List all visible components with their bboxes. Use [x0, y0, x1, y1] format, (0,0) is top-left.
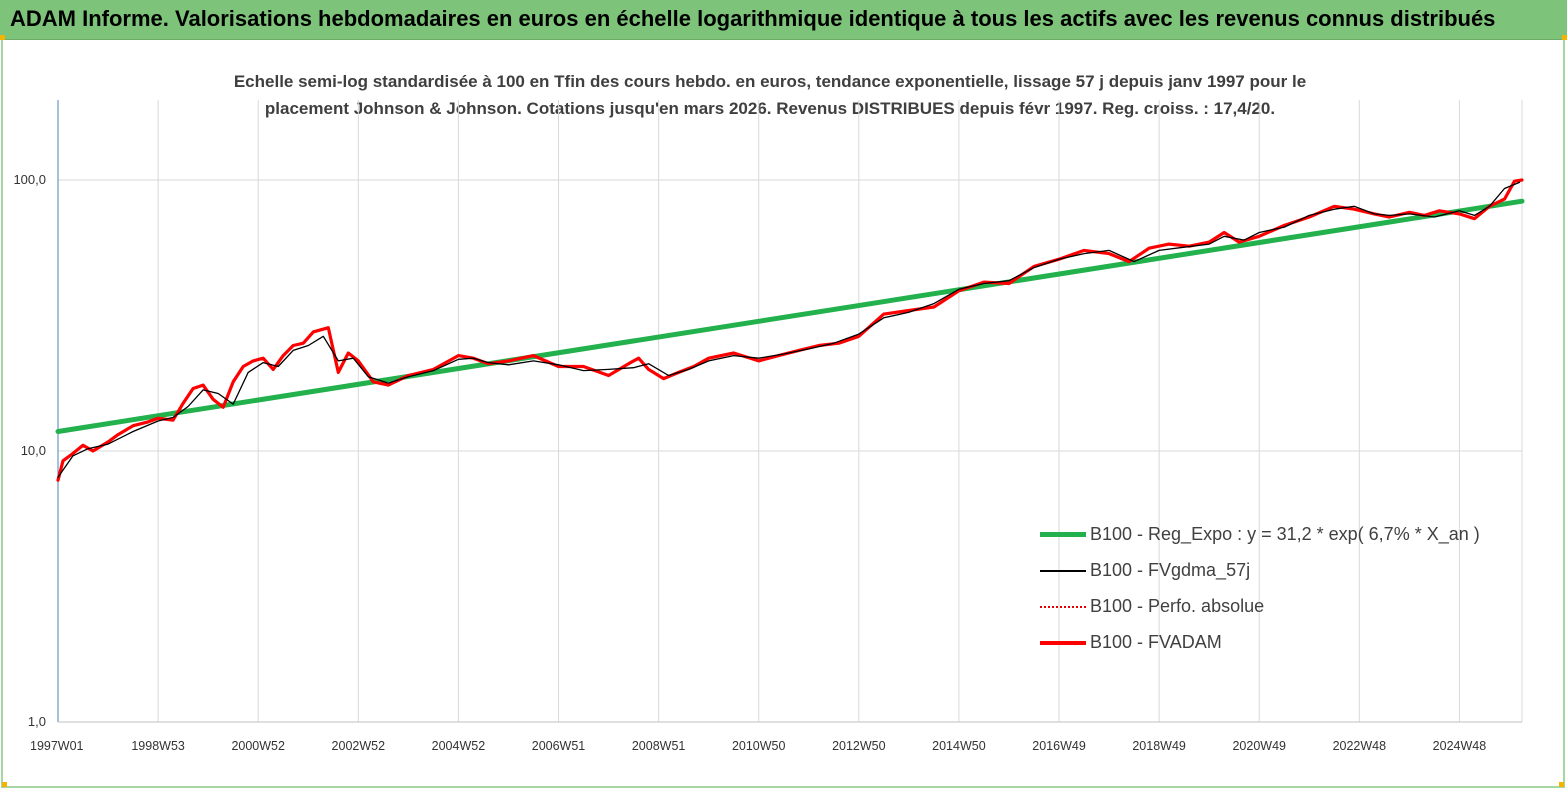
legend-swatch: [1040, 532, 1086, 537]
chart-title-line-2: placement Johnson & Johnson. Cotations j…: [264, 99, 1276, 118]
x-tick-label: 2004W52: [432, 739, 486, 753]
y-tick-label: 1,0: [28, 714, 46, 729]
report-title: ADAM Informe. Valorisations hebdomadaire…: [10, 6, 1496, 31]
x-tick-label: 1998W53: [131, 739, 185, 753]
series-line: [57, 181, 1521, 478]
legend-swatch: [1040, 641, 1086, 645]
y-tick-label: 100,0: [13, 172, 46, 187]
corner-marker-bottom-right: [1559, 782, 1564, 787]
series-line: [56, 178, 1524, 482]
x-tick-label: 2016W49: [1032, 739, 1086, 753]
report-banner: ADAM Informe. Valorisations hebdomadaire…: [0, 0, 1567, 40]
chart-title-line-1: Echelle semi-log standardisée à 100 en T…: [233, 72, 1307, 91]
chart-title: Echelle semi-log standardisée à 100 en T…: [130, 68, 1410, 122]
legend-swatch: [1040, 606, 1086, 608]
x-tick-label: 2018W49: [1132, 739, 1186, 753]
corner-marker-bottom-left: [2, 782, 7, 787]
legend-label: B100 - Perfo. absolue: [1090, 596, 1265, 616]
legend-label: B100 - FVgdma_57j: [1090, 560, 1251, 580]
x-tick-label: 2020W49: [1232, 739, 1286, 753]
corner-marker-left: [0, 35, 5, 40]
x-tick-label: 1997W01: [30, 739, 84, 753]
x-tick-label: 2006W51: [532, 739, 586, 753]
legend-label: B100 - FVADAM: [1090, 632, 1222, 652]
legend-swatch: [1040, 570, 1086, 572]
x-tick-label: 2010W50: [732, 739, 786, 753]
legend-label: B100 - Reg_Expo : y = 31,2 * exp( 6,7% *…: [1090, 524, 1480, 544]
x-tick-label: 2022W48: [1333, 739, 1387, 753]
x-tick-label: 2012W50: [832, 739, 886, 753]
chart-frame: [1, 40, 1565, 788]
x-tick-label: 2014W50: [932, 739, 986, 753]
x-tick-label: 2000W52: [231, 739, 285, 753]
x-tick-label: 2008W51: [632, 739, 686, 753]
series-line: [55, 198, 1525, 434]
x-tick-label: 2002W52: [332, 739, 386, 753]
x-tick-label: 2024W48: [1433, 739, 1487, 753]
corner-marker-right: [1562, 35, 1567, 40]
y-tick-label: 10,0: [21, 443, 46, 458]
